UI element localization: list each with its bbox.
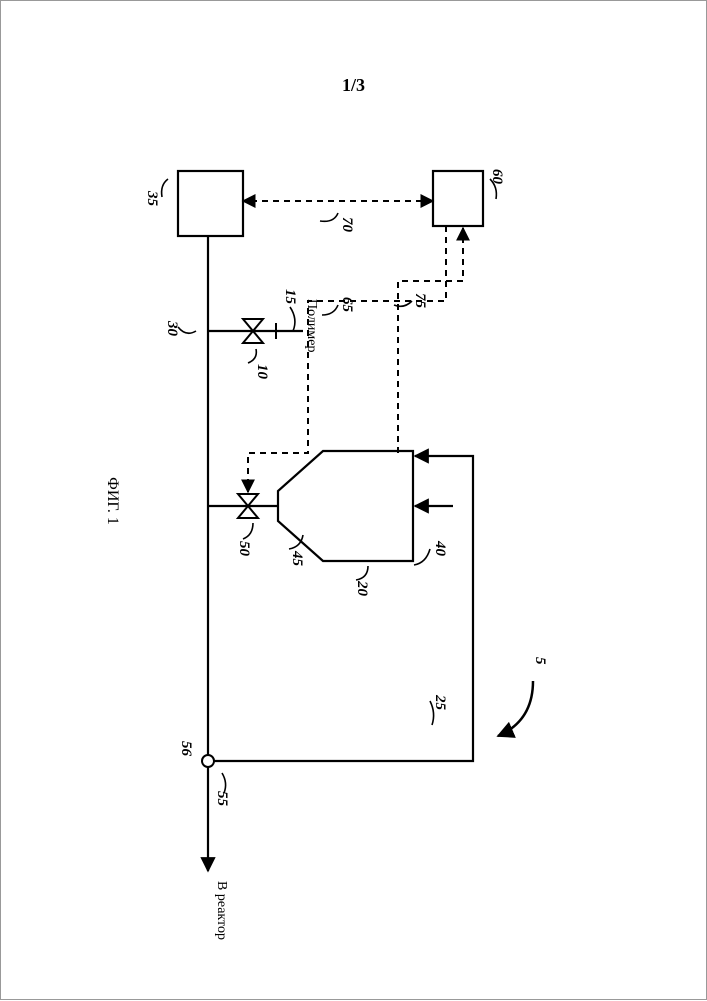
label-65: 65 xyxy=(339,297,355,313)
label-10: 10 xyxy=(254,364,270,380)
box-60 xyxy=(433,171,483,226)
leader-55 xyxy=(222,773,226,793)
leader-50 xyxy=(243,523,253,539)
label-55: 55 xyxy=(214,791,230,807)
leader-5 xyxy=(498,681,533,736)
diagram-svg: 5 10 15 20 25 30 35 40 45 50 55 56 60 65… xyxy=(1,1,707,1001)
label-30: 30 xyxy=(164,320,180,337)
dashed-75 xyxy=(398,228,463,453)
label-to-reactor: В реактор xyxy=(214,881,229,940)
page-number: 1/3 xyxy=(1,75,706,96)
page: 1/3 xyxy=(0,0,707,1000)
label-20: 20 xyxy=(354,580,370,597)
label-70: 70 xyxy=(339,217,355,233)
label-polymer: Полимер xyxy=(304,299,319,352)
leader-35 xyxy=(162,179,168,197)
box-35 xyxy=(178,171,243,236)
leader-20 xyxy=(356,566,368,580)
label-60: 60 xyxy=(489,169,505,185)
leader-70 xyxy=(320,213,338,221)
label-56: 56 xyxy=(178,741,194,757)
label-5: 5 xyxy=(532,657,548,665)
label-45: 45 xyxy=(289,550,305,567)
label-35: 35 xyxy=(144,190,160,207)
label-25: 25 xyxy=(432,694,448,711)
label-50: 50 xyxy=(236,541,252,557)
label-40: 40 xyxy=(432,540,448,557)
label-15: 15 xyxy=(282,289,298,305)
figure-caption: ФИГ. 1 xyxy=(104,477,121,525)
leader-40 xyxy=(414,549,430,565)
leader-65 xyxy=(322,305,338,315)
label-75: 75 xyxy=(412,293,428,309)
junction-55 xyxy=(202,755,214,767)
leader-10 xyxy=(248,349,256,363)
leader-15 xyxy=(290,307,295,331)
